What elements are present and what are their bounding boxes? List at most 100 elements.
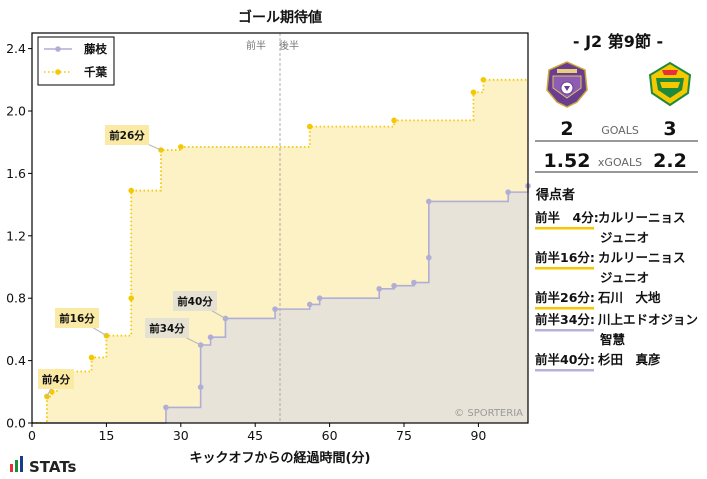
scorer-time-1: 前半16分: — [535, 250, 595, 265]
x-tick-label-0: 0 — [28, 428, 36, 443]
data-point-0-13 — [505, 189, 511, 195]
series-line-0 — [32, 185, 529, 424]
data-point-0-7 — [316, 295, 323, 302]
legend-box — [37, 36, 115, 86]
x-tick-label-6: 90 — [470, 428, 486, 443]
goal-callout-label-2: 前26分 — [109, 129, 145, 142]
stats-brand-text: STATs — [29, 458, 77, 476]
scorer-name-1-1: ジュニオ — [600, 270, 649, 285]
goal-callout-3: 前34分 — [145, 318, 201, 346]
home-goals: 2 — [560, 118, 573, 140]
goal-callout-label-3: 前34分 — [149, 322, 185, 335]
match-title: - J2 第9節 - — [573, 32, 663, 51]
goal-callout-box-1 — [55, 308, 99, 328]
chart-title: ゴール期待値 — [238, 9, 322, 26]
data-point-1-12 — [480, 77, 487, 83]
data-point-1-5 — [128, 295, 134, 302]
goal-callout-4: 前40分 — [173, 291, 226, 320]
legend-marker-fujieda — [55, 46, 61, 52]
goal-callout-1: 前16分 — [55, 308, 107, 337]
legend: 藤枝 千葉 — [37, 36, 115, 86]
data-point-1-0 — [44, 393, 50, 400]
scorer-name-3-0: 川上エドオジョン — [597, 312, 698, 327]
data-point-0-0 — [163, 404, 169, 411]
x-tick-label-1: 15 — [98, 428, 114, 443]
data-point-1-9 — [306, 123, 313, 130]
scorer-underline-2 — [535, 307, 594, 310]
data-point-1-8 — [178, 144, 184, 150]
legend-label-chiba: 千葉 — [84, 65, 107, 79]
scorer-name-2-0: 石川 大地 — [597, 290, 661, 305]
scorer-name-0-1: ジュニオ — [600, 230, 649, 245]
data-point-0-10 — [411, 279, 417, 286]
goal-callout-2: 前26分 — [105, 125, 162, 151]
scorer-underline-4 — [535, 369, 594, 372]
data-point-0-6 — [306, 301, 313, 308]
scorer-time-4: 前半40分: — [535, 352, 595, 367]
y-tick-label-6: 2.4 — [6, 41, 26, 56]
halftime-label-first: 前半 — [246, 39, 266, 52]
x-tick-label-5: 75 — [396, 428, 412, 443]
x-tick-label-3: 45 — [247, 428, 263, 443]
plot-frame — [31, 32, 529, 424]
data-point-0-4 — [222, 315, 229, 322]
scorer-time-2: 前半26分: — [535, 290, 595, 305]
y-tick-label-0: 0.0 — [6, 416, 26, 431]
scorer-time-3: 前半34分: — [535, 312, 595, 327]
legend-marker-chiba — [55, 69, 61, 75]
data-point-1-6 — [128, 187, 134, 194]
data-point-0-3 — [207, 334, 214, 341]
watermark: © SPORTERIA — [454, 408, 523, 419]
goal-callout-box-2 — [105, 125, 149, 145]
home-xg: 1.52 — [544, 150, 591, 172]
scorer-name-1-0: カルリーニョス — [598, 250, 686, 265]
data-point-0-12 — [426, 198, 432, 205]
stats-brand-logo-icon — [10, 456, 23, 472]
away-goals: 3 — [663, 118, 676, 140]
scorer-time-0: 前半 4分: — [535, 210, 599, 225]
chiba-crest-icon — [648, 61, 692, 107]
y-tick-label-4: 1.6 — [6, 166, 26, 181]
scorer-row-2: 前半26分: 石川 大地 — [535, 290, 661, 310]
scorer-name-0-0: カルリーニョス — [598, 210, 686, 225]
fujieda-crest-icon — [546, 61, 588, 108]
scorer-underline-1 — [535, 267, 594, 270]
goal-callout-box-3 — [145, 318, 189, 338]
goal-callout-box-4 — [173, 291, 217, 311]
data-point-0-5 — [272, 306, 278, 312]
goal-callout-label-4: 前40分 — [177, 295, 213, 308]
scorer-name-4-0: 杉田 真彦 — [598, 352, 661, 367]
x-tick-label-2: 30 — [173, 428, 189, 443]
y-tick-label-5: 2.0 — [6, 104, 26, 119]
data-point-0-11 — [426, 254, 432, 261]
legend-label-fujieda: 藤枝 — [84, 42, 107, 56]
goals-label: GOALS — [601, 124, 639, 137]
scorer-underline-0 — [535, 227, 594, 230]
data-point-0-8 — [376, 286, 383, 292]
xg-label: xGOALS — [598, 156, 642, 169]
goal-callout-label-1: 前16分 — [59, 312, 95, 325]
data-point-0-1 — [197, 384, 204, 390]
data-point-0-9 — [391, 282, 397, 289]
area-0 — [32, 185, 528, 423]
goal-callout-label-0: 前4分 — [42, 373, 71, 386]
y-tick-label-1: 0.4 — [6, 353, 26, 368]
data-point-1-10 — [391, 117, 397, 124]
goal-callout-box-0 — [38, 369, 74, 389]
data-point-1-3 — [88, 354, 95, 361]
scorers-heading: 得点者 — [535, 187, 575, 203]
scorer-name-3-1: 智慧 — [599, 332, 626, 347]
y-tick-label-3: 1.2 — [6, 228, 26, 243]
scorer-underline-3 — [535, 329, 594, 332]
goal-callout-0: 前4分 — [38, 369, 74, 397]
x-tick-label-4: 60 — [322, 428, 338, 443]
away-xg: 2.2 — [653, 150, 687, 172]
x-axis-label: キックオフからの経過時間(分) — [190, 450, 371, 466]
scorer-row-4: 前半40分: 杉田 真彦 — [535, 352, 661, 372]
data-point-1-11 — [470, 89, 477, 96]
y-tick-label-2: 0.8 — [6, 291, 26, 306]
